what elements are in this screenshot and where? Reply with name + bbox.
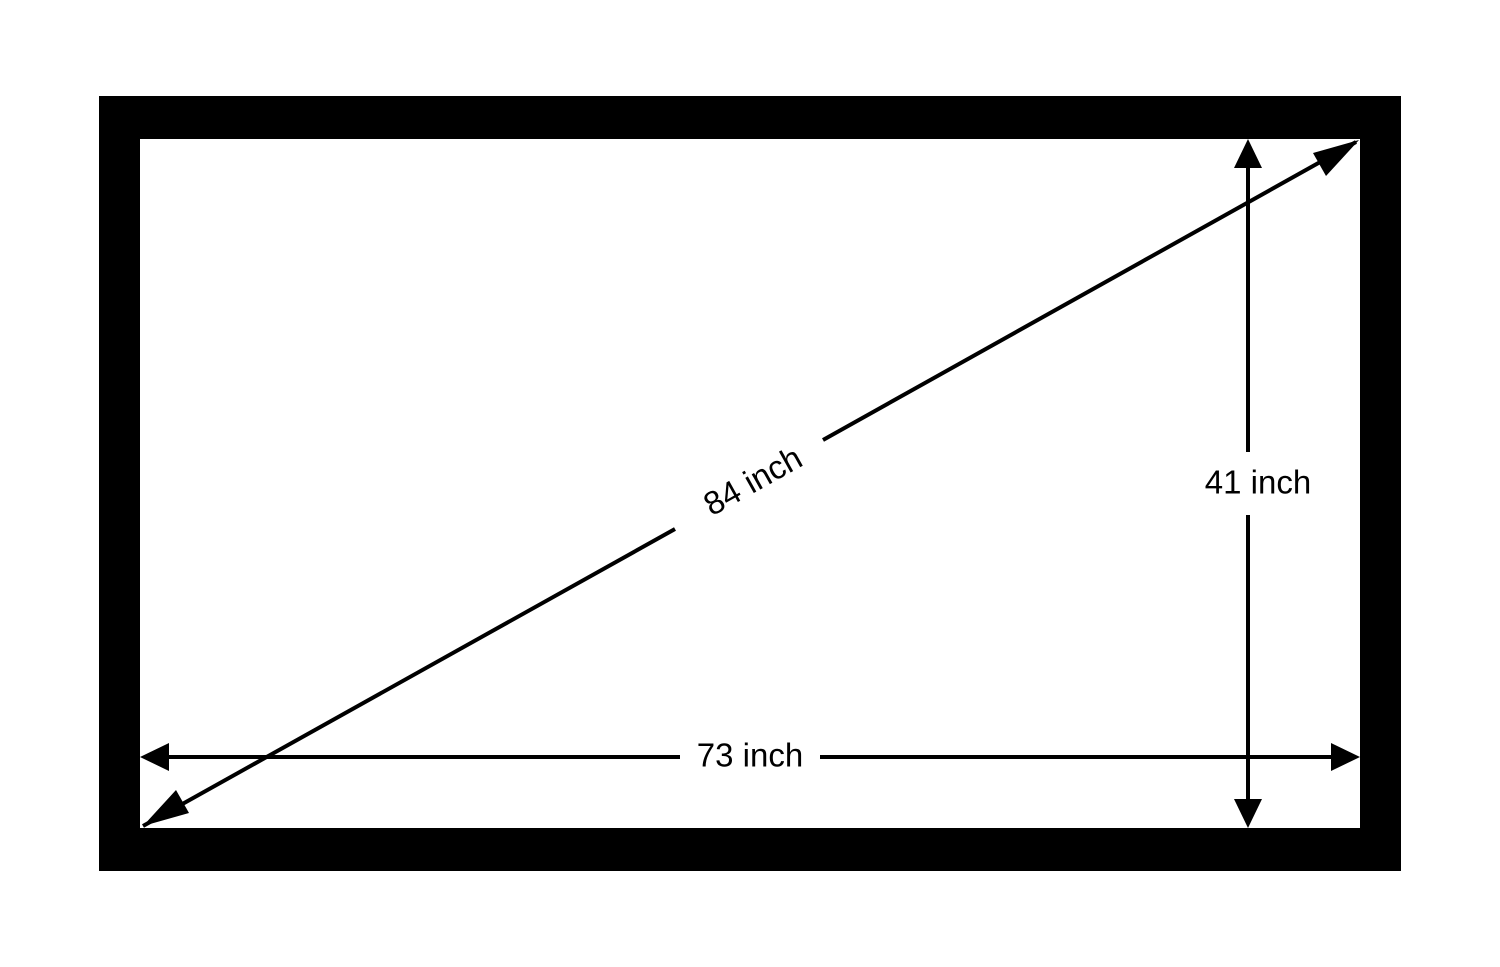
height-label: 41 inch <box>1205 464 1311 501</box>
width-dimension: 73 inch <box>140 737 1360 774</box>
height-arrowhead-upper <box>1234 139 1262 168</box>
height-arrowhead-lower <box>1234 799 1262 828</box>
diagonal-arrowhead-upper <box>1313 140 1359 176</box>
width-arrowhead-right <box>1331 743 1360 771</box>
height-dimension: 41 inch <box>1205 139 1311 828</box>
width-arrowhead-left <box>140 743 169 771</box>
diagonal-arrow-lower <box>142 527 676 828</box>
width-label: 73 inch <box>697 737 803 774</box>
diagonal-arrowhead-lower <box>143 790 189 826</box>
diagonal-arrow-upper <box>822 140 1357 442</box>
